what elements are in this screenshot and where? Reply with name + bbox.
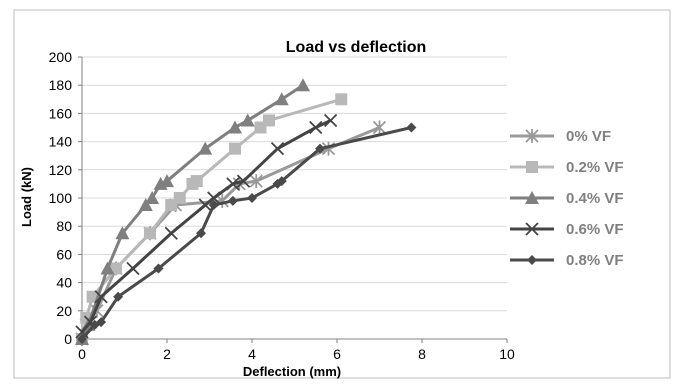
series-4 bbox=[77, 122, 417, 344]
data-point bbox=[96, 317, 107, 328]
data-point bbox=[247, 193, 257, 203]
data-point bbox=[196, 228, 206, 239]
data-point bbox=[144, 227, 156, 240]
data-point bbox=[126, 261, 140, 276]
data-point bbox=[77, 334, 87, 344]
y-tick-label: 160 bbox=[49, 105, 73, 121]
data-point bbox=[296, 78, 310, 92]
legend-item: 0% VF bbox=[510, 128, 611, 145]
data-point bbox=[276, 176, 287, 187]
legend-label: 0.6% VF bbox=[566, 221, 624, 238]
legend-marker bbox=[525, 191, 539, 204]
x-axis-title: Deflection (mm) bbox=[243, 364, 341, 379]
legend: 0% VF 0.2% VF 0.4% VF 0.6% VF 0.8% VF bbox=[510, 128, 624, 269]
data-point bbox=[263, 114, 275, 127]
series-3 bbox=[75, 113, 338, 339]
data-point bbox=[208, 200, 219, 211]
chart-title: Load vs deflection bbox=[286, 39, 426, 56]
y-tick-label: 140 bbox=[49, 134, 73, 150]
data-point bbox=[100, 261, 115, 275]
data-point bbox=[173, 192, 186, 204]
legend-label: 0.2% VF bbox=[566, 159, 624, 176]
data-point bbox=[153, 263, 164, 274]
legend-label: 0.4% VF bbox=[566, 190, 624, 207]
data-point bbox=[198, 198, 212, 212]
data-point bbox=[138, 198, 153, 212]
axes bbox=[81, 57, 507, 340]
data-point bbox=[190, 175, 203, 188]
y-tick-label: 80 bbox=[56, 218, 72, 234]
data-point bbox=[249, 174, 263, 189]
series-2 bbox=[75, 78, 310, 345]
y-tick-label: 100 bbox=[49, 190, 73, 206]
y-tick-label: 120 bbox=[49, 162, 73, 178]
data-point bbox=[335, 93, 348, 106]
data-point bbox=[229, 142, 241, 155]
data-point bbox=[94, 290, 108, 304]
tick-labels: 0 20 40 60 80 100 120 140 160 180 200 0 2 4 6 8 10 bbox=[49, 49, 515, 362]
data-point bbox=[372, 120, 387, 135]
x-tick-label: 8 bbox=[418, 346, 426, 362]
y-tick-label: 200 bbox=[49, 49, 73, 65]
x-tick-label: 4 bbox=[248, 346, 256, 362]
data-point bbox=[240, 113, 255, 127]
data-point bbox=[113, 291, 124, 302]
legend-item: 0.8% VF bbox=[510, 252, 624, 269]
data-point bbox=[164, 226, 178, 240]
chart-border bbox=[13, 9, 671, 379]
data-point bbox=[145, 191, 160, 204]
data-point bbox=[207, 191, 221, 205]
y-tick-label: 0 bbox=[64, 331, 72, 347]
legend-marker bbox=[525, 129, 539, 143]
legend-marker bbox=[526, 161, 538, 173]
y-tick-label: 40 bbox=[56, 275, 72, 291]
data-point bbox=[115, 226, 130, 240]
y-tick-label: 60 bbox=[56, 246, 72, 262]
x-tick-label: 2 bbox=[163, 346, 171, 362]
legend-item: 0.2% VF bbox=[510, 159, 624, 176]
data-point bbox=[274, 92, 289, 106]
data-point bbox=[160, 174, 174, 188]
y-tick-label: 20 bbox=[56, 303, 72, 319]
data-point bbox=[406, 122, 417, 133]
data-point bbox=[315, 143, 325, 154]
data-point bbox=[226, 177, 240, 191]
legend-item: 0.4% VF bbox=[510, 190, 624, 207]
legend-item: 0.6% VF bbox=[510, 221, 624, 238]
x-tick-label: 0 bbox=[78, 346, 86, 362]
data-point bbox=[110, 262, 122, 275]
x-tick-label: 10 bbox=[499, 346, 515, 362]
y-tick-label: 180 bbox=[49, 77, 73, 93]
data-point bbox=[236, 174, 251, 188]
data-point bbox=[227, 195, 238, 206]
series-lines bbox=[75, 78, 417, 346]
legend-label: 0% VF bbox=[566, 128, 611, 145]
legend-marker bbox=[527, 255, 537, 265]
x-tick-label: 6 bbox=[333, 346, 341, 362]
data-point bbox=[228, 120, 242, 134]
legend-marker bbox=[525, 222, 539, 236]
y-axis-title: Load (kN) bbox=[19, 167, 34, 227]
data-point bbox=[198, 141, 213, 155]
data-point bbox=[270, 142, 285, 156]
legend-label: 0.8% VF bbox=[566, 252, 624, 269]
data-point bbox=[323, 113, 338, 128]
data-point bbox=[309, 120, 323, 135]
